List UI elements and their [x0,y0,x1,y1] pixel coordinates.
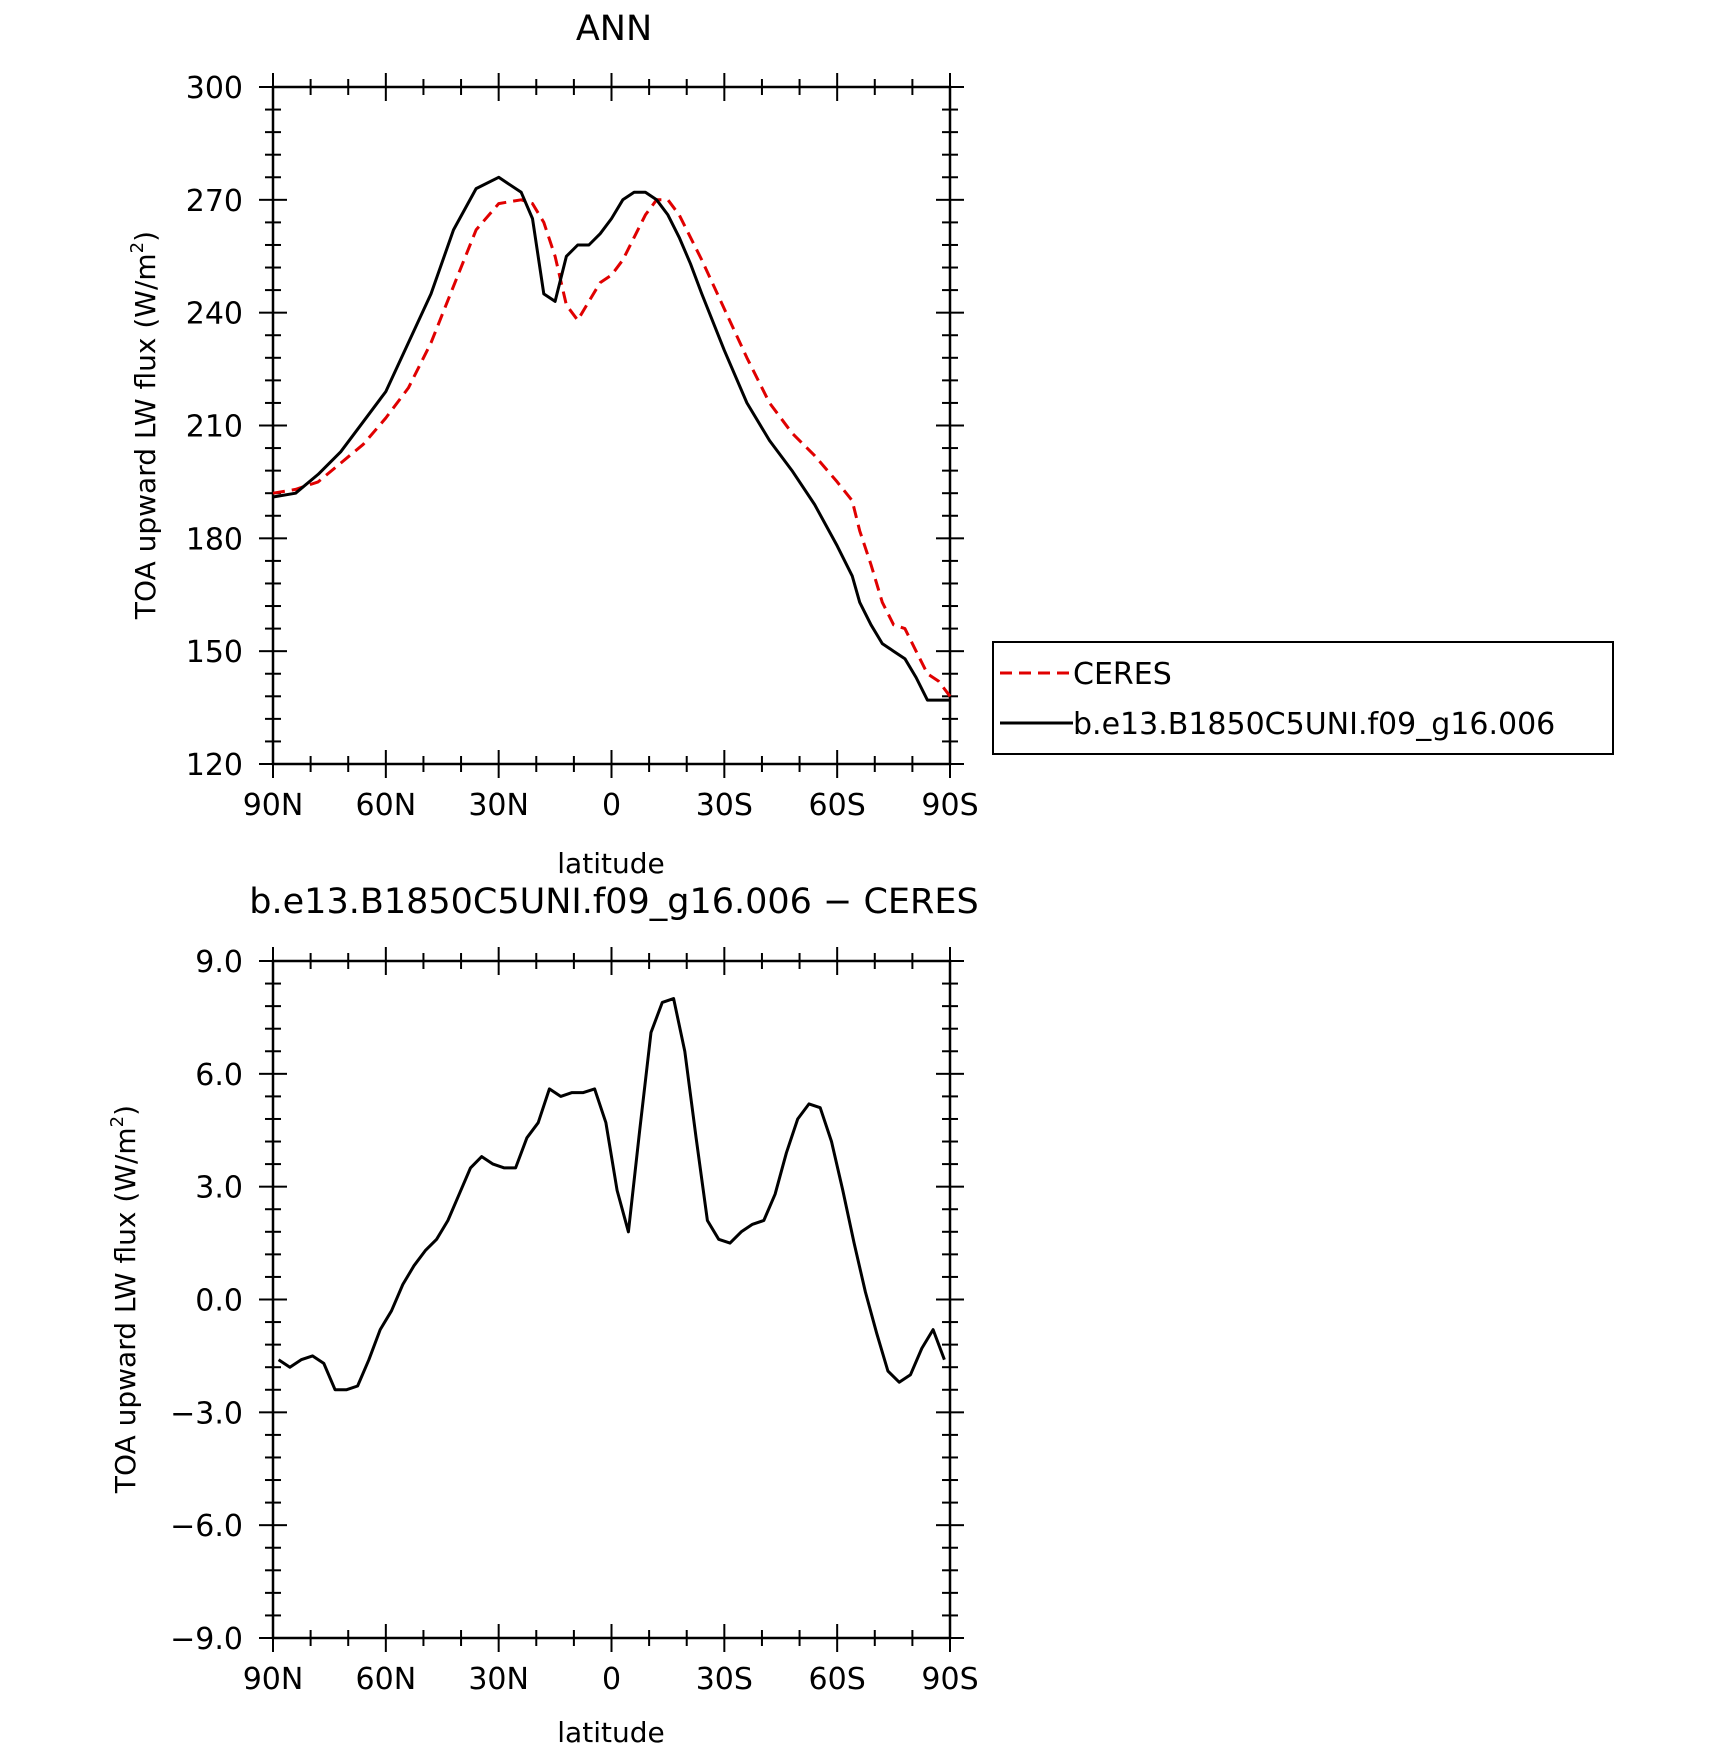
bottom-y-axis-label: TOA upward LW flux (W/m2) [107,1105,142,1494]
bottom-panel-title: b.e13.B1850C5UNI.f09_g16.006 − CERES [249,882,978,922]
x-tick-label: 60S [809,1662,866,1697]
legend-model-label: b.e13.B1850C5UNI.f09_g16.006 [1073,707,1555,742]
y-tick-label: 240 [186,297,243,332]
y-tick-label: 150 [186,635,243,670]
y-tick-label: 6.0 [195,1058,243,1093]
bottom-x-axis-label: latitude [557,1716,664,1745]
x-tick-label: 60S [809,788,866,823]
top-series [272,175,952,702]
y-tick-label: 300 [186,71,243,106]
legend-ceres-label: CERES [1073,657,1172,692]
x-tick-label: 30N [468,1662,529,1697]
x-tick-label: 30N [468,788,529,823]
x-tick-label: 60N [356,788,417,823]
x-tick-label: 0 [602,788,621,823]
series-line-difference [277,997,946,1392]
top-panel-title: ANN [576,9,652,49]
x-tick-label: 60N [356,1662,417,1697]
bottom-panel: b.e13.B1850C5UNI.f09_g16.006 − CERES 90N… [107,882,979,1745]
x-tick-label: 30S [696,788,753,823]
top-y-tick-labels: 120 150 180 210 240 270 300 [186,71,243,783]
y-tick-label: 0.0 [195,1284,243,1319]
y-tick-label: 180 [186,522,243,557]
legend: CERES b.e13.B1850C5UNI.f09_g16.006 [992,641,1614,755]
y-tick-label: 270 [186,184,243,219]
bottom-plot-frame [271,959,952,1640]
y-tick-label: 3.0 [195,1171,243,1206]
y-tick-label: 210 [186,410,243,445]
top-plot-frame [271,85,952,766]
series-line-b-e13-b1850c5uni-f09-g16-006 [272,175,950,702]
legend-box [992,641,1614,755]
y-tick-label: 120 [186,748,243,783]
top-y-axis-label: TOA upward LW flux (W/m2) [127,231,162,620]
y-tick-label: −6.0 [170,1509,243,1544]
x-tick-label: 90S [921,788,978,823]
x-tick-label: 30S [696,1662,753,1697]
bottom-ticks [259,947,964,1652]
bottom-y-tick-labels: 9.0 6.0 3.0 0.0 −3.0 −6.0 −9.0 [170,945,243,1657]
x-tick-label: 90N [243,1662,304,1697]
x-tick-label: 90S [921,1662,978,1697]
y-tick-label: −3.0 [170,1396,243,1431]
bottom-x-tick-labels: 90N 60N 30N 0 30S 60S 90S [243,1662,979,1697]
x-tick-label: 90N [243,788,304,823]
top-panel: ANN 90N 60N 30N 0 30S 60S 90S 120 150 180 210 240 2… [127,9,979,880]
series-line-ceres [272,198,952,698]
top-x-tick-labels: 90N 60N 30N 0 30S 60S 90S [243,788,979,823]
top-ticks [259,73,964,778]
y-tick-label: 9.0 [195,945,243,980]
y-tick-label: −9.0 [170,1622,243,1657]
top-x-axis-label: latitude [557,847,664,880]
x-tick-label: 0 [602,1662,621,1697]
bottom-series [277,997,946,1392]
